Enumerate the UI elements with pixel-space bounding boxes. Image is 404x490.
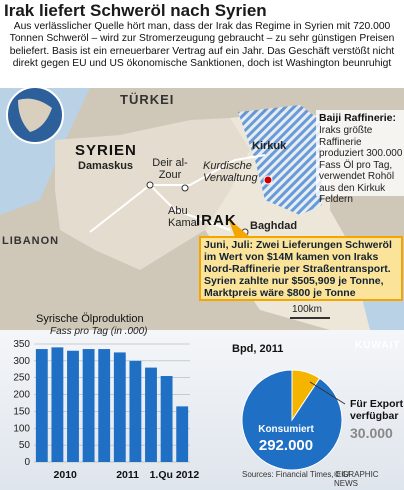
scale-label: 100km bbox=[292, 304, 323, 315]
y-tick-label: 250 bbox=[13, 373, 30, 384]
y-tick-label: 300 bbox=[13, 356, 30, 367]
intro: Aus verlässlicher Quelle hört man, dass … bbox=[9, 21, 395, 69]
pie-slice bbox=[241, 369, 343, 471]
map-label: Damaskus bbox=[78, 160, 134, 172]
baiji-title: Baiji Raffinerie: bbox=[319, 112, 397, 124]
y-tick-label: 150 bbox=[13, 406, 30, 417]
y-tick-label: 0 bbox=[24, 457, 30, 468]
map-label: Abu Kamal bbox=[168, 205, 200, 229]
value-label: 30.000 bbox=[350, 425, 393, 441]
leader bbox=[309, 381, 346, 405]
x-tick-label: 1.Qu 2012 bbox=[150, 469, 200, 481]
baiji-text: Iraks größte Raffinerie produziert 300.0… bbox=[319, 125, 403, 205]
syria bbox=[55, 118, 250, 270]
town bbox=[146, 181, 154, 189]
slice-label: Konsumiert bbox=[258, 424, 314, 435]
refinery bbox=[263, 175, 273, 185]
kurdish-area bbox=[238, 105, 322, 215]
chart-title: Bpd, 2011 bbox=[232, 343, 283, 355]
bar bbox=[176, 406, 189, 462]
x-tick-label: 2011 bbox=[116, 469, 139, 481]
map-label: SYRIEN bbox=[75, 142, 137, 159]
map-label: Kurdische Verwaltung bbox=[203, 160, 258, 184]
value-label: 292.000 bbox=[259, 437, 313, 454]
baiji-box bbox=[316, 110, 404, 196]
title: Irak liefert Schweröl nach Syrien bbox=[4, 1, 267, 20]
slice-label: Für Export verfügbar bbox=[350, 398, 404, 422]
y-tick-label: 50 bbox=[19, 440, 31, 451]
chart-title: Syrische Ölproduktion bbox=[36, 313, 144, 325]
roads bbox=[89, 154, 266, 233]
bar bbox=[145, 367, 157, 462]
bar bbox=[98, 349, 111, 462]
callout-text: Juni, Juli: Zwei Lieferungen Schweröl im… bbox=[204, 239, 392, 299]
bar bbox=[51, 347, 64, 462]
x-tick-label: 2010 bbox=[54, 469, 78, 481]
callout-box bbox=[199, 236, 403, 301]
map-label: Baghdad bbox=[250, 220, 298, 232]
map-label: IRAK bbox=[196, 212, 237, 229]
bar bbox=[82, 349, 95, 462]
bar bbox=[67, 350, 79, 462]
map-label: LIBANON bbox=[2, 235, 60, 247]
bar bbox=[160, 376, 173, 462]
bar bbox=[129, 360, 142, 462]
y-tick-label: 200 bbox=[13, 390, 30, 401]
town bbox=[181, 184, 189, 192]
y-tick-label: 100 bbox=[13, 423, 30, 434]
sources: Sources: Financial Times, EIU bbox=[242, 470, 350, 479]
map-label: Deir al-Zour bbox=[152, 157, 188, 181]
bar bbox=[35, 349, 48, 462]
callout-pointer bbox=[228, 218, 250, 237]
map-label: KUWAIT bbox=[355, 340, 401, 351]
y-tick-label: 350 bbox=[13, 339, 30, 350]
globe-land bbox=[18, 98, 52, 132]
bar bbox=[113, 352, 126, 462]
credit: © GRAPHIC NEWS bbox=[334, 470, 379, 488]
map-label: TÜRKEI bbox=[120, 92, 175, 107]
map-label: Kirkuk bbox=[252, 140, 287, 152]
chart-subtitle: Fass pro Tag (in .000) bbox=[50, 326, 147, 337]
